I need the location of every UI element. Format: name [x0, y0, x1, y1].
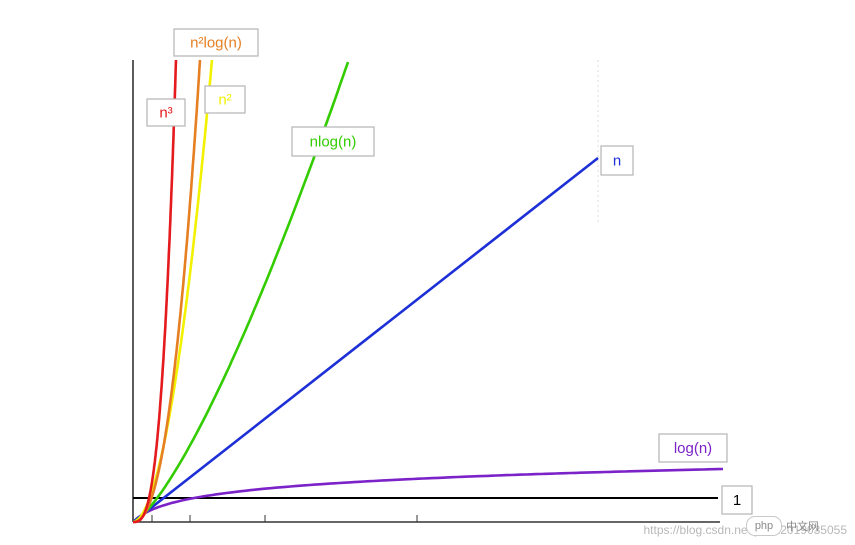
series-line-n3	[133, 59, 178, 524]
watermark-url: https://blog.csdn.net/yuan2019035055	[643, 523, 848, 537]
label-logn: log(n)	[674, 440, 712, 457]
series-line-log-n	[132, 467, 724, 523]
label-1: 1	[733, 492, 741, 509]
label-n: n	[613, 153, 621, 170]
logo-pill: php	[746, 516, 782, 536]
series-line-n	[132, 156, 599, 524]
watermark-logo: php 中文网	[746, 516, 819, 536]
logo-text: 中文网	[786, 520, 819, 533]
label-n2-box	[204, 85, 246, 114]
label-1-box	[721, 485, 753, 515]
label-n2logn-box	[173, 28, 259, 57]
label-n3: n³	[159, 105, 172, 122]
label-n2: n²	[218, 92, 231, 109]
label-n-box	[600, 145, 634, 176]
label-n2logn: n²log(n)	[190, 35, 242, 52]
label-n3-box	[146, 98, 186, 127]
label-logn-box	[658, 433, 728, 463]
label-nlogn-box	[291, 126, 375, 157]
label-nlogn: nlog(n)	[310, 134, 357, 151]
series-line-nlog-n	[132, 61, 350, 524]
